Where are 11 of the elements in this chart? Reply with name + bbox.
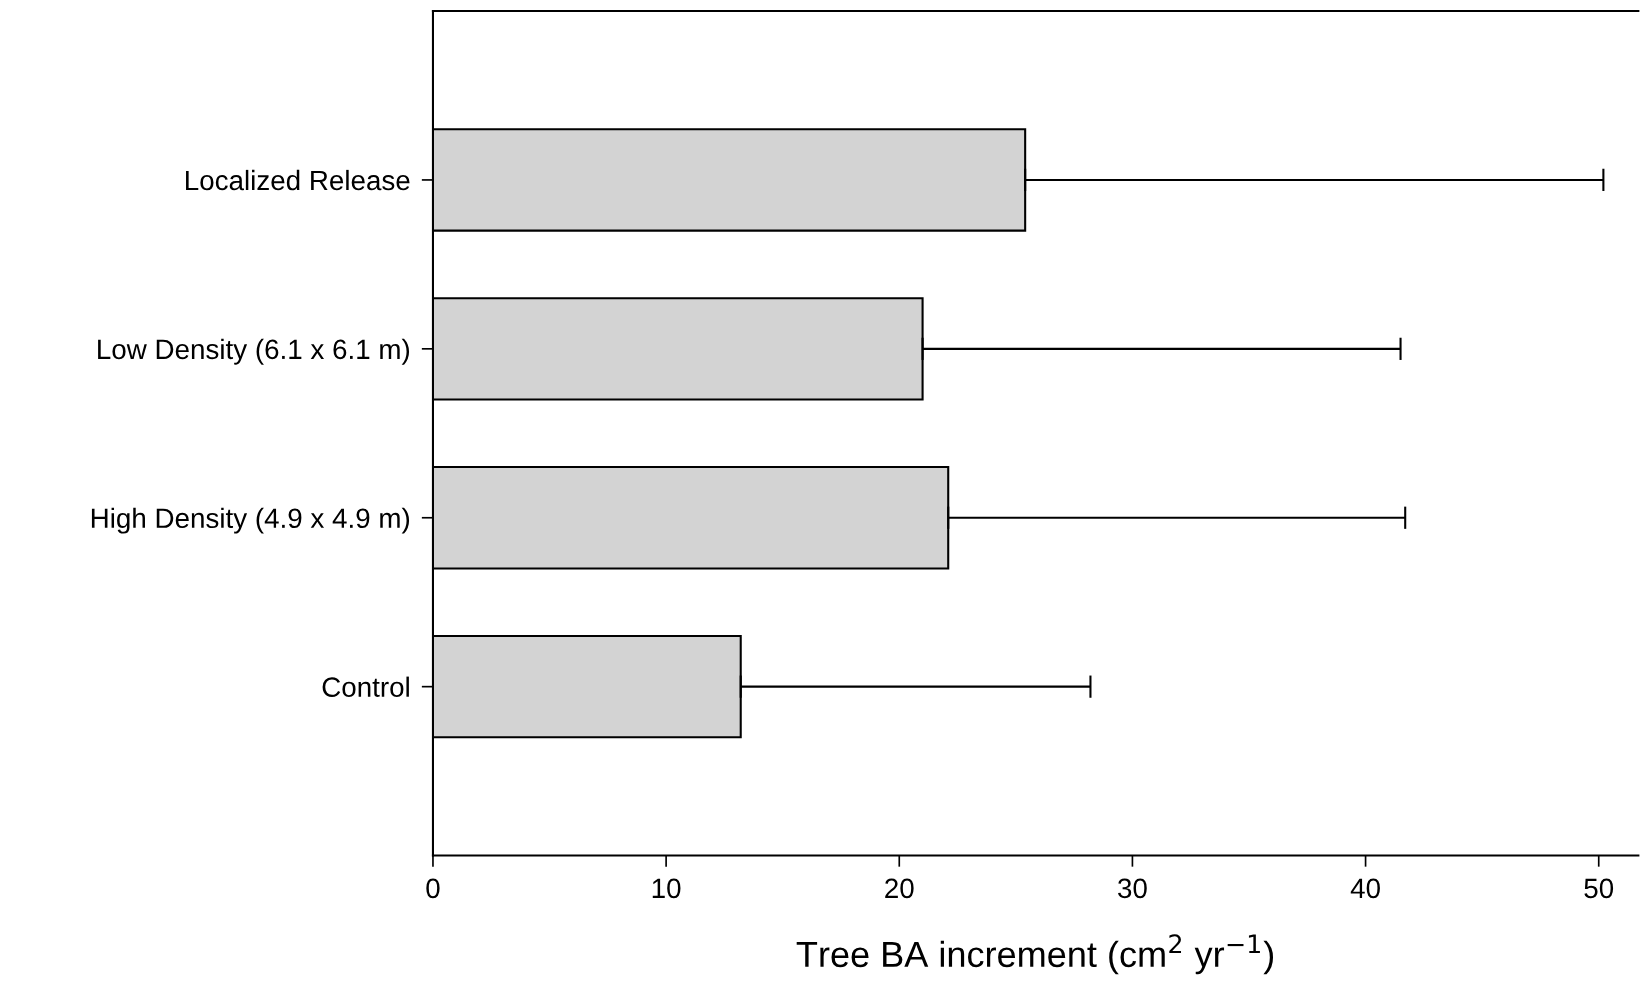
x-tick-label: 0	[426, 878, 440, 899]
x-tick-label: 50	[1584, 878, 1614, 899]
x-tick-label: 10	[652, 878, 681, 899]
x-tick-label: 30	[1118, 878, 1147, 899]
x-tick-label: 40	[1350, 878, 1380, 899]
y-tick-label: Localized Release	[186, 169, 410, 191]
y-tick-label: High Density (4.9 x 4.9 m)	[91, 507, 410, 534]
y-tick-label: Low Density (6.1 x 6.1 m)	[98, 338, 410, 365]
x-tick-label: 20	[885, 878, 914, 899]
y-tick-label: Control	[322, 676, 409, 697]
x-axis-title: Tree BA increment (cm$^{2}$ yr$^{−1}$)	[796, 934, 1274, 975]
